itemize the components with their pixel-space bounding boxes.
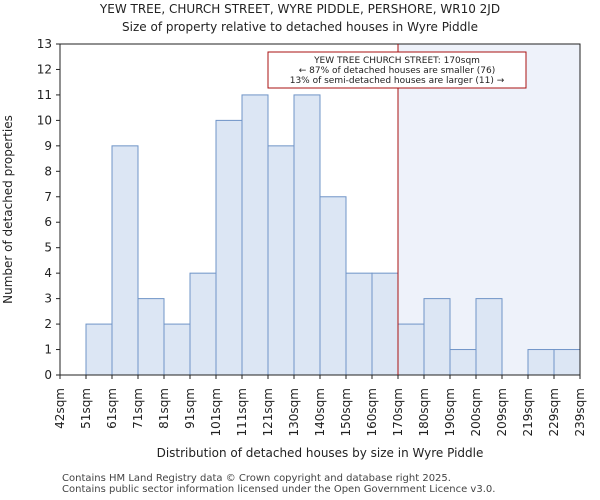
chart-subtitle: Size of property relative to detached ho… [122,20,478,34]
y-tick-label: 4 [44,266,52,280]
y-tick-label: 7 [44,190,52,204]
bar [267,145,295,376]
x-tick-label: 130sqm [287,388,301,436]
x-tick-label: 51sqm [79,388,93,429]
x-tick-label: 190sqm [443,388,457,436]
y-axis-label: Number of detached properties [1,115,15,304]
bar [319,196,347,376]
bar [553,349,581,376]
bar [215,119,243,376]
y-tick-label: 5 [44,241,52,255]
y-tick-label: 1 [44,343,52,357]
y-tick-label: 3 [44,292,52,306]
x-tick-label: 111sqm [235,388,249,436]
y-tick-label: 9 [44,139,52,153]
bar [397,323,425,376]
x-tick-label: 91sqm [183,388,197,429]
x-tick-label: 229sqm [547,388,561,436]
bar [449,349,477,376]
x-tick-label: 71sqm [131,388,145,429]
bar [137,298,165,376]
x-tick-label: 101sqm [209,388,223,436]
bar [371,272,399,376]
bar [527,349,555,376]
bar [475,298,503,376]
annotation-line: YEW TREE CHURCH STREET: 170sqm [313,56,480,66]
footer-copyright: Contains HM Land Registry data © Crown c… [62,473,451,484]
bar [423,298,451,376]
bar [345,272,373,376]
annotation-line: ← 87% of detached houses are smaller (76… [299,66,496,76]
y-tick-label: 0 [44,368,52,382]
bar [111,145,139,376]
x-tick-label: 81sqm [157,388,171,429]
x-tick-label: 160sqm [365,388,379,436]
chart-title: YEW TREE, CHURCH STREET, WYRE PIDDLE, PE… [99,2,501,16]
x-tick-label: 140sqm [313,388,327,436]
bar [163,323,191,376]
bar [85,323,113,376]
x-tick-label: 42sqm [53,388,67,429]
y-tick-label: 6 [44,215,52,229]
x-tick-label: 200sqm [469,388,483,436]
x-tick-label: 180sqm [417,388,431,436]
y-tick-label: 13 [37,37,52,51]
x-tick-label: 239sqm [573,388,587,436]
bar [293,94,321,376]
x-tick-label: 219sqm [521,388,535,436]
annotation-box [267,51,527,89]
y-tick-label: 2 [44,317,52,331]
bar [241,94,269,376]
x-tick-label: 209sqm [495,388,509,436]
x-tick-label: 170sqm [391,388,405,436]
x-tick-label: 61sqm [105,388,119,429]
annotation-line: 13% of semi-detached houses are larger (… [290,76,505,86]
y-tick-label: 11 [37,88,52,102]
bar [189,272,217,376]
y-tick-label: 12 [37,62,52,76]
y-tick-label: 8 [44,164,52,178]
x-tick-label: 150sqm [339,388,353,436]
footer-licence: Contains public sector information licen… [62,484,496,495]
x-tick-label: 121sqm [261,388,275,436]
y-tick-label: 10 [37,113,52,127]
x-axis-label: Distribution of detached houses by size … [157,446,484,460]
